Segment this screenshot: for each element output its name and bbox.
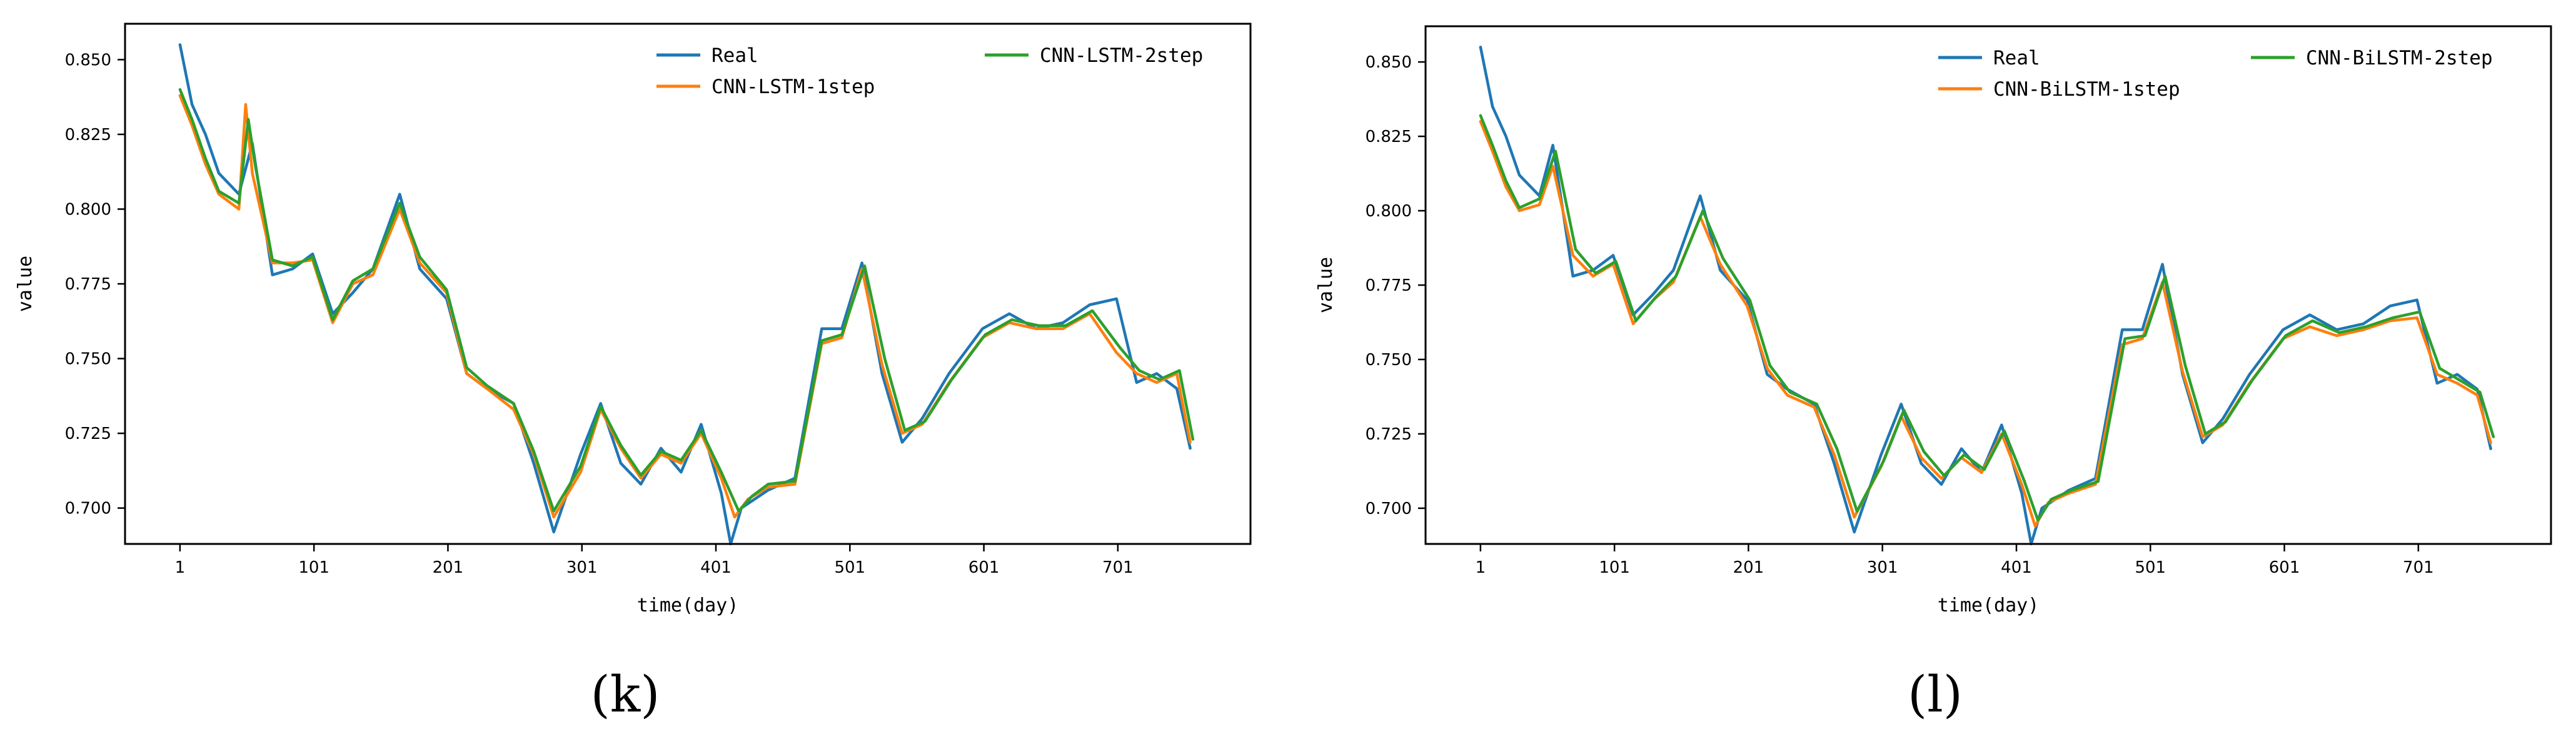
legend-label: CNN-LSTM-1step xyxy=(712,76,875,98)
y-tick-label: 0.725 xyxy=(1366,425,1412,444)
legend-label: CNN-LSTM-2step xyxy=(1040,44,1203,67)
y-tick-label: 0.850 xyxy=(1366,53,1412,72)
series-line-cnn-lstm-2step xyxy=(178,88,1195,513)
x-tick-label: 101 xyxy=(1599,558,1630,577)
y-tick-label: 0.725 xyxy=(65,425,111,443)
x-tick-label: 401 xyxy=(700,558,732,577)
x-tick-label: 1 xyxy=(175,558,186,577)
legend: Real CNN-LSTM-1step CNN-LSTM-2step xyxy=(657,44,1203,98)
legend-label: Real xyxy=(1993,47,2040,69)
legend: Real CNN-BiLSTM-1step CNN-BiLSTM-2step xyxy=(1938,47,2493,101)
plot-frame xyxy=(1424,25,2552,545)
x-tick-label: 301 xyxy=(1867,558,1898,577)
series-line-real xyxy=(1479,46,2492,546)
panel-label: (k) xyxy=(591,665,660,723)
y-tick-label: 0.700 xyxy=(65,500,111,518)
series-line-real xyxy=(178,43,1192,546)
y-tick-label: 0.700 xyxy=(1366,500,1412,518)
legend-label: CNN-BiLSTM-1step xyxy=(1993,78,2180,101)
x-tick-label: 101 xyxy=(298,558,330,577)
x-axis-label: time(day) xyxy=(637,595,739,616)
x-tick-label: 301 xyxy=(566,558,598,577)
plot-frame xyxy=(124,23,1252,545)
x-tick-label: 601 xyxy=(969,558,1000,577)
chart-panel-0: 1 101 201 301 401 501 601 701 0.700 0.725 0.750 0.7… xyxy=(14,23,1252,723)
y-axis-label: value xyxy=(1315,257,1337,313)
y-tick-label: 0.775 xyxy=(65,275,111,294)
legend-label: CNN-BiLSTM-2step xyxy=(2306,47,2493,69)
y-tick-label: 0.850 xyxy=(65,51,111,69)
x-tick-label: 401 xyxy=(2001,558,2032,577)
y-tick-label: 0.750 xyxy=(65,350,111,369)
x-tick-label: 501 xyxy=(834,558,865,577)
y-tick-label: 0.825 xyxy=(1366,128,1412,146)
legend-label: Real xyxy=(712,44,758,67)
y-tick-label: 0.800 xyxy=(65,200,111,219)
x-tick-label: 201 xyxy=(1733,558,1764,577)
y-axis-label: value xyxy=(14,256,36,312)
x-tick-label: 201 xyxy=(433,558,464,577)
x-tick-label: 1 xyxy=(1476,558,1486,577)
x-tick-label: 601 xyxy=(2269,558,2300,577)
x-tick-label: 701 xyxy=(2403,558,2434,577)
y-tick-label: 0.800 xyxy=(1366,202,1412,221)
chart-panel-1: 1 101 201 301 401 501 601 701 0.700 0.725 0.750 0.7… xyxy=(1315,25,2552,723)
series-line-cnn-bilstm-2step xyxy=(1479,114,2495,522)
y-tick-label: 0.825 xyxy=(65,126,111,144)
y-tick-label: 0.775 xyxy=(1366,276,1412,295)
x-axis-label: time(day) xyxy=(1938,595,2040,616)
x-tick-label: 501 xyxy=(2135,558,2166,577)
x-tick-label: 701 xyxy=(1102,558,1134,577)
y-tick-label: 0.750 xyxy=(1366,351,1412,370)
panel-label: (l) xyxy=(1908,665,1963,723)
